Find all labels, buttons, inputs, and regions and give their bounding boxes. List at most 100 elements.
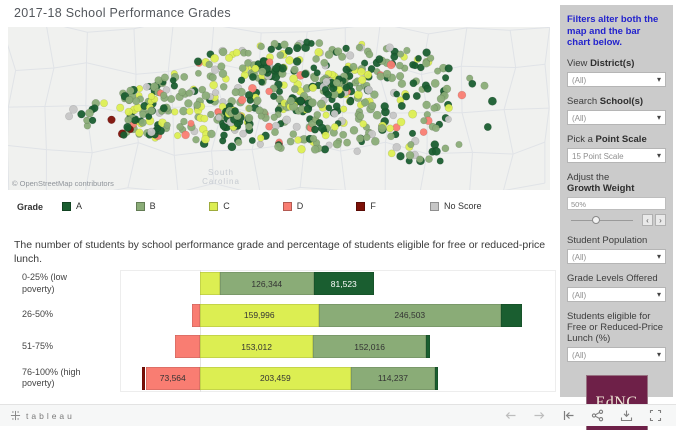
school-dot-grade-A[interactable] — [310, 125, 319, 134]
school-dot-grade-B[interactable] — [147, 106, 156, 115]
school-dot-grade-C[interactable] — [408, 109, 418, 119]
slider-handle[interactable] — [592, 215, 601, 224]
school-dot-grade-B[interactable] — [208, 73, 217, 82]
school-dot-grade-NoScore[interactable] — [210, 65, 220, 75]
school-dot-grade-B[interactable] — [132, 97, 141, 106]
school-dot-grade-B[interactable] — [434, 67, 442, 75]
chevron-down-icon[interactable]: ▾ — [656, 349, 661, 359]
bar-segment-grade-F[interactable] — [141, 366, 146, 390]
school-dot-grade-B[interactable] — [365, 50, 374, 59]
school-dot-grade-B[interactable] — [416, 155, 424, 163]
school-dot-grade-B[interactable] — [356, 112, 365, 121]
school-dot-grade-B[interactable] — [395, 71, 405, 81]
school-dot-grade-B[interactable] — [397, 50, 405, 58]
school-dot-grade-B[interactable] — [126, 86, 135, 95]
school-dot-grade-A[interactable] — [284, 46, 294, 56]
school-dot-grade-A[interactable] — [88, 116, 97, 125]
school-dot-grade-A[interactable] — [397, 101, 406, 110]
search-schools-dropdown[interactable]: (All) ▾ — [567, 109, 666, 125]
school-dot-grade-B[interactable] — [180, 72, 189, 81]
school-dot-grade-NoScore[interactable] — [345, 51, 355, 60]
school-dot-grade-D[interactable] — [181, 130, 190, 140]
school-dot-grade-C[interactable] — [294, 136, 302, 144]
school-dot-grade-B[interactable] — [403, 46, 411, 55]
bar-segment-grade-C[interactable] — [200, 272, 220, 295]
fullscreen-button[interactable] — [648, 409, 662, 423]
school-dot-grade-A[interactable] — [303, 104, 313, 114]
school-dot-grade-C[interactable] — [308, 83, 318, 92]
school-dot-grade-B[interactable] — [245, 104, 253, 112]
school-dot-grade-A[interactable] — [320, 145, 330, 154]
school-dot-grade-B[interactable] — [207, 129, 216, 139]
school-dot-grade-A[interactable] — [409, 79, 418, 88]
bar-segment-grade-B[interactable]: 246,503 — [318, 303, 502, 327]
school-dot-grade-C[interactable] — [330, 123, 339, 131]
school-dot-grade-B[interactable] — [363, 133, 371, 142]
school-dot-grade-D[interactable] — [237, 95, 247, 105]
school-dot-grade-A[interactable] — [246, 96, 254, 105]
school-dot-grade-C[interactable] — [232, 48, 241, 57]
school-dot-grade-B[interactable] — [198, 85, 207, 94]
school-dot-grade-B[interactable] — [257, 42, 266, 51]
school-dot-grade-C[interactable] — [321, 131, 330, 140]
school-dot-grade-B[interactable] — [244, 113, 254, 123]
school-dot-grade-B[interactable] — [192, 135, 200, 144]
school-dot-grade-B[interactable] — [377, 124, 387, 133]
school-dot-grade-A[interactable] — [90, 104, 99, 113]
school-dot-grade-B[interactable] — [370, 136, 380, 146]
school-dot-grade-A[interactable] — [258, 78, 266, 86]
school-dot-grade-B[interactable] — [270, 113, 278, 122]
school-dot-grade-A[interactable] — [248, 136, 256, 145]
school-dot-grade-B[interactable] — [315, 39, 324, 48]
school-dot-grade-A[interactable] — [303, 38, 311, 46]
school-dot-grade-B[interactable] — [178, 87, 187, 97]
school-dot-grade-C[interactable] — [124, 107, 133, 116]
school-dot-grade-NoScore[interactable] — [256, 140, 265, 149]
school-dot-grade-A[interactable] — [342, 44, 350, 53]
bar-segment-grade-A[interactable] — [435, 366, 439, 390]
school-dot-grade-A[interactable] — [220, 131, 228, 140]
school-dot-grade-B[interactable] — [85, 108, 94, 118]
school-dot-grade-C[interactable] — [357, 67, 366, 76]
school-dot-grade-B[interactable] — [258, 67, 267, 76]
bar-segment-grade-C[interactable]: 159,996 — [200, 303, 319, 327]
school-dot-grade-B[interactable] — [218, 69, 228, 78]
school-dot-grade-NoScore[interactable] — [444, 115, 452, 123]
school-dot-grade-A[interactable] — [412, 91, 421, 101]
school-dot-grade-B[interactable] — [420, 117, 428, 125]
chevron-down-icon[interactable]: ▾ — [656, 112, 661, 122]
school-dot-grade-NoScore[interactable] — [65, 112, 74, 121]
school-dot-grade-NoScore[interactable] — [282, 115, 292, 125]
school-dot-grade-A[interactable] — [233, 120, 241, 128]
school-dot-grade-B[interactable] — [205, 60, 213, 69]
category-label[interactable]: 51-75% — [22, 340, 54, 351]
slider-track[interactable] — [571, 219, 633, 221]
school-dot-grade-A[interactable] — [375, 55, 384, 64]
school-dot-grade-B[interactable] — [397, 79, 407, 89]
school-dot-grade-A[interactable] — [393, 90, 401, 98]
legend-item-a[interactable]: A — [62, 201, 82, 211]
school-dot-grade-A[interactable] — [119, 131, 128, 139]
school-dot-grade-C[interactable] — [116, 103, 125, 112]
school-dot-grade-C[interactable] — [297, 145, 306, 154]
school-dot-grade-A[interactable] — [468, 79, 477, 88]
school-dot-grade-B[interactable] — [124, 116, 133, 124]
category-label[interactable]: 26-50% — [22, 309, 54, 320]
school-dot-grade-B[interactable] — [333, 47, 343, 56]
school-dot-grade-B[interactable] — [163, 121, 171, 129]
school-dot-grade-NoScore[interactable] — [292, 122, 301, 131]
school-dot-grade-B[interactable] — [160, 91, 168, 99]
school-dot-grade-A[interactable] — [293, 43, 302, 53]
school-dot-grade-C[interactable] — [135, 128, 144, 137]
school-dot-grade-A[interactable] — [444, 64, 453, 73]
school-dot-grade-A[interactable] — [292, 57, 302, 66]
school-dot-grade-NoScore[interactable] — [146, 127, 156, 137]
school-dot-grade-B[interactable] — [289, 130, 298, 138]
school-dot-grade-B[interactable] — [432, 124, 440, 133]
school-dot-grade-B[interactable] — [405, 150, 415, 160]
school-dot-grade-B[interactable] — [407, 140, 415, 149]
school-dot-grade-A[interactable] — [159, 104, 168, 113]
school-dot-grade-B[interactable] — [339, 130, 348, 139]
school-dot-grade-B[interactable] — [316, 99, 326, 109]
